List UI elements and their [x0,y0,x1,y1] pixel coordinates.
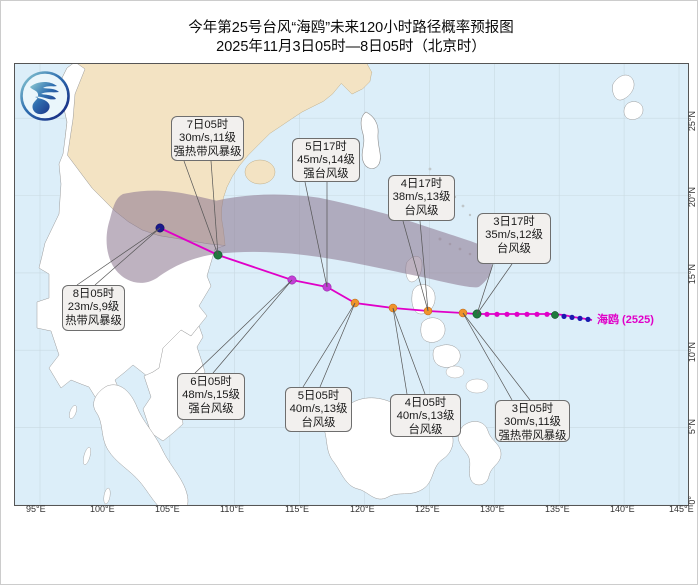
svg-text:海鸥 (2525): 海鸥 (2525) [597,312,654,326]
